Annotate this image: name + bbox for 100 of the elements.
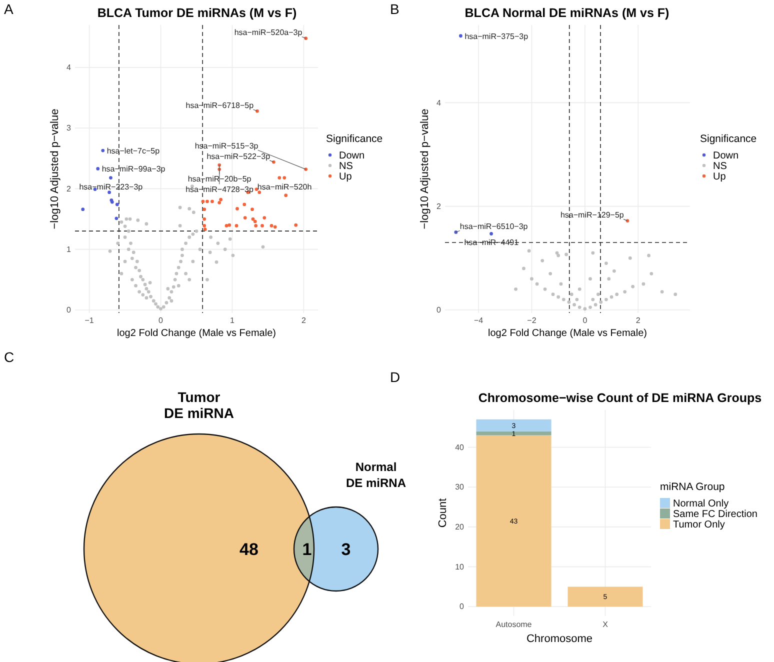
annotation: hsa−miR−223−3p: [79, 182, 144, 192]
y-tick-label: 2: [436, 202, 442, 211]
point: [236, 207, 239, 210]
x-tick-label: 2: [636, 316, 641, 325]
point: [224, 224, 228, 228]
point: [282, 176, 286, 180]
point: [260, 224, 264, 228]
point: [604, 298, 608, 302]
point: [556, 254, 560, 258]
legend-title: miRNA Group: [660, 481, 725, 493]
point: [96, 167, 100, 170]
point: [109, 176, 112, 180]
point: [588, 277, 592, 281]
point: [578, 306, 582, 309]
y-tick-label: 1: [66, 244, 72, 254]
y-tick-label: 0: [460, 602, 465, 612]
point: [578, 287, 582, 291]
point: [202, 224, 206, 228]
legend-label: NS: [339, 161, 354, 172]
y-tick-label: 0: [436, 305, 442, 314]
legend-title: Significance: [700, 133, 757, 145]
point: [262, 216, 266, 220]
x-axis-title: Chromosome: [526, 633, 593, 645]
point: [203, 228, 207, 232]
point: [251, 217, 255, 221]
legend-title: Significance: [326, 133, 383, 145]
annotation: hsa−miR−515−3p: [194, 142, 259, 151]
point: [530, 277, 534, 281]
point: [540, 258, 544, 262]
point: [599, 300, 603, 304]
y-tick-label: 4: [66, 63, 72, 72]
point: [243, 216, 247, 220]
x-tick-label: Autosome: [496, 620, 532, 629]
point: [206, 200, 209, 204]
annotation: hsa−miR−129−5p: [560, 210, 624, 220]
point: [218, 200, 222, 204]
point: [623, 290, 627, 294]
category-label: Normal DE miRNA: [346, 460, 406, 490]
x-tick-label: 0: [158, 316, 164, 325]
text: 1: [302, 540, 312, 559]
point: [201, 200, 205, 204]
point: [258, 190, 262, 194]
legend-label: Same FC Direction: [673, 509, 758, 520]
point: [219, 198, 222, 202]
annotation: hsa−miR−6510−3p: [460, 222, 528, 232]
point: [591, 251, 595, 255]
x-tick-label: −2: [527, 316, 537, 325]
legend-label: Up: [339, 172, 352, 182]
y-axis-title: Count: [437, 498, 449, 528]
legend-label: Tumor Only: [673, 520, 725, 530]
annotation: hsa−miR−522−3p: [206, 152, 271, 161]
point: [628, 256, 632, 260]
point: [81, 208, 85, 212]
point: [551, 292, 555, 296]
legend-label: NS: [713, 161, 728, 172]
x-tick-label: 2: [301, 316, 306, 325]
x-tick-label: 1: [230, 316, 236, 325]
point: [115, 202, 119, 206]
category-label: Tumor DE miRNA: [164, 389, 234, 421]
point: [522, 266, 526, 270]
text: A: [4, 1, 14, 17]
point: [490, 232, 493, 236]
legend-label: Up: [713, 172, 726, 182]
point: [254, 188, 258, 191]
point: [575, 298, 579, 302]
point: [202, 208, 206, 212]
x-tick-label: −4: [474, 316, 484, 325]
point: [660, 290, 664, 294]
point: [562, 298, 566, 302]
text: 48: [240, 540, 258, 559]
point: [588, 306, 592, 309]
point: [556, 295, 560, 299]
point: [607, 277, 611, 281]
y-tick-label: 3: [66, 124, 72, 133]
annotation: hsa−miR−520a−3p: [234, 28, 303, 38]
x-tick-label: −1: [84, 316, 94, 325]
point: [559, 282, 563, 286]
point: [294, 223, 298, 227]
x-tick-label: 0: [582, 316, 588, 325]
annotation: hsa−miR−4491: [464, 238, 520, 248]
annotation: hsa−miR−6718−5p: [186, 100, 254, 110]
x-tick-label: X: [602, 620, 609, 629]
point: [650, 272, 654, 276]
x-axis-title: log2 Fold Change (Male vs Female): [488, 328, 647, 339]
annotation: hsa−miR−375−3p: [464, 32, 529, 41]
legend-label: Down: [339, 150, 365, 162]
y-tick-label: 2: [66, 184, 72, 194]
point: [242, 202, 246, 206]
y-tick-label: 10: [455, 562, 465, 572]
y-tick-label: 4: [436, 98, 442, 108]
point: [564, 252, 568, 256]
point: [543, 287, 547, 291]
point: [594, 303, 598, 306]
point: [270, 224, 274, 228]
chart-title: BLCA Tumor DE miRNAs (M vs F): [97, 6, 297, 20]
point: [612, 269, 616, 273]
text: B: [390, 1, 400, 17]
point: [278, 176, 282, 180]
point: [253, 220, 257, 224]
point: [250, 208, 254, 212]
